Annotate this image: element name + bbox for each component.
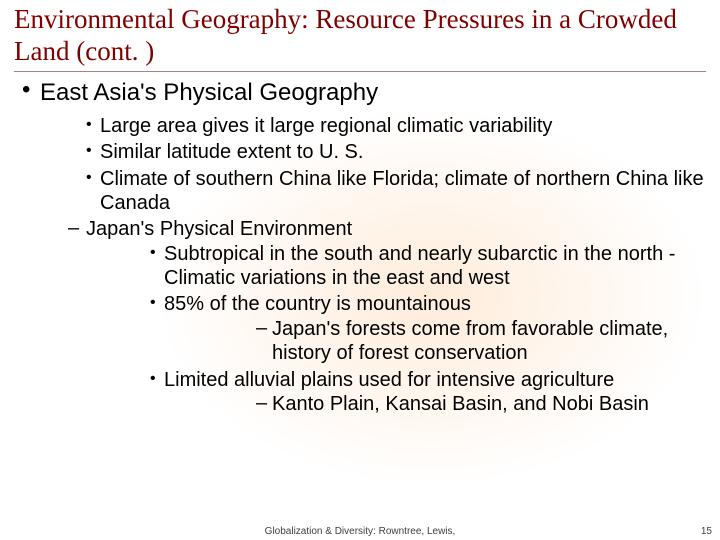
list-item: Climate of southern China like Florida; …: [40, 167, 706, 216]
outline-level-4: Kanto Plain, Kansai Basin, and Nobi Basi…: [164, 392, 706, 416]
outline-level-1: East Asia's Physical Geography Large are…: [14, 78, 706, 417]
list-item: 85% of the country is mountainous Japan'…: [86, 292, 706, 365]
list-item: Limited alluvial plains used for intensi…: [86, 368, 706, 417]
item-text: Large area gives it large regional clima…: [100, 115, 552, 137]
item-text: Japan's forests come from favorable clim…: [272, 318, 668, 364]
item-text: Kanto Plain, Kansai Basin, and Nobi Basi…: [272, 393, 649, 415]
outline-level-4: Japan's forests come from favorable clim…: [164, 317, 706, 366]
list-item: Similar latitude extent to U. S.: [40, 140, 706, 164]
list-item: Large area gives it large regional clima…: [40, 114, 706, 138]
slide-title: Environmental Geography: Resource Pressu…: [14, 4, 706, 72]
item-text: Subtropical in the south and nearly suba…: [164, 243, 675, 289]
outline-level-3: Subtropical in the south and nearly suba…: [86, 242, 706, 417]
item-text: 85% of the country is mountainous: [164, 293, 471, 315]
item-text: Climate of southern China like Florida; …: [100, 168, 704, 214]
item-text: Limited alluvial plains used for intensi…: [164, 369, 614, 391]
item-text: Similar latitude extent to U. S.: [100, 141, 363, 163]
slide: Environmental Geography: Resource Pressu…: [0, 0, 720, 540]
item-text: East Asia's Physical Geography: [40, 79, 378, 106]
list-item: Subtropical in the south and nearly suba…: [86, 242, 706, 291]
list-item: Kanto Plain, Kansai Basin, and Nobi Basi…: [164, 392, 706, 416]
list-item: East Asia's Physical Geography Large are…: [14, 78, 706, 417]
footer-text: Globalization & Diversity: Rowntree, Lew…: [0, 526, 720, 537]
list-item: Japan's Physical Environment Subtropical…: [40, 217, 706, 416]
list-item: Japan's forests come from favorable clim…: [164, 317, 706, 366]
item-text: Japan's Physical Environment: [86, 218, 352, 240]
page-number: 15: [701, 526, 712, 537]
outline-level-2: Large area gives it large regional clima…: [40, 114, 706, 417]
